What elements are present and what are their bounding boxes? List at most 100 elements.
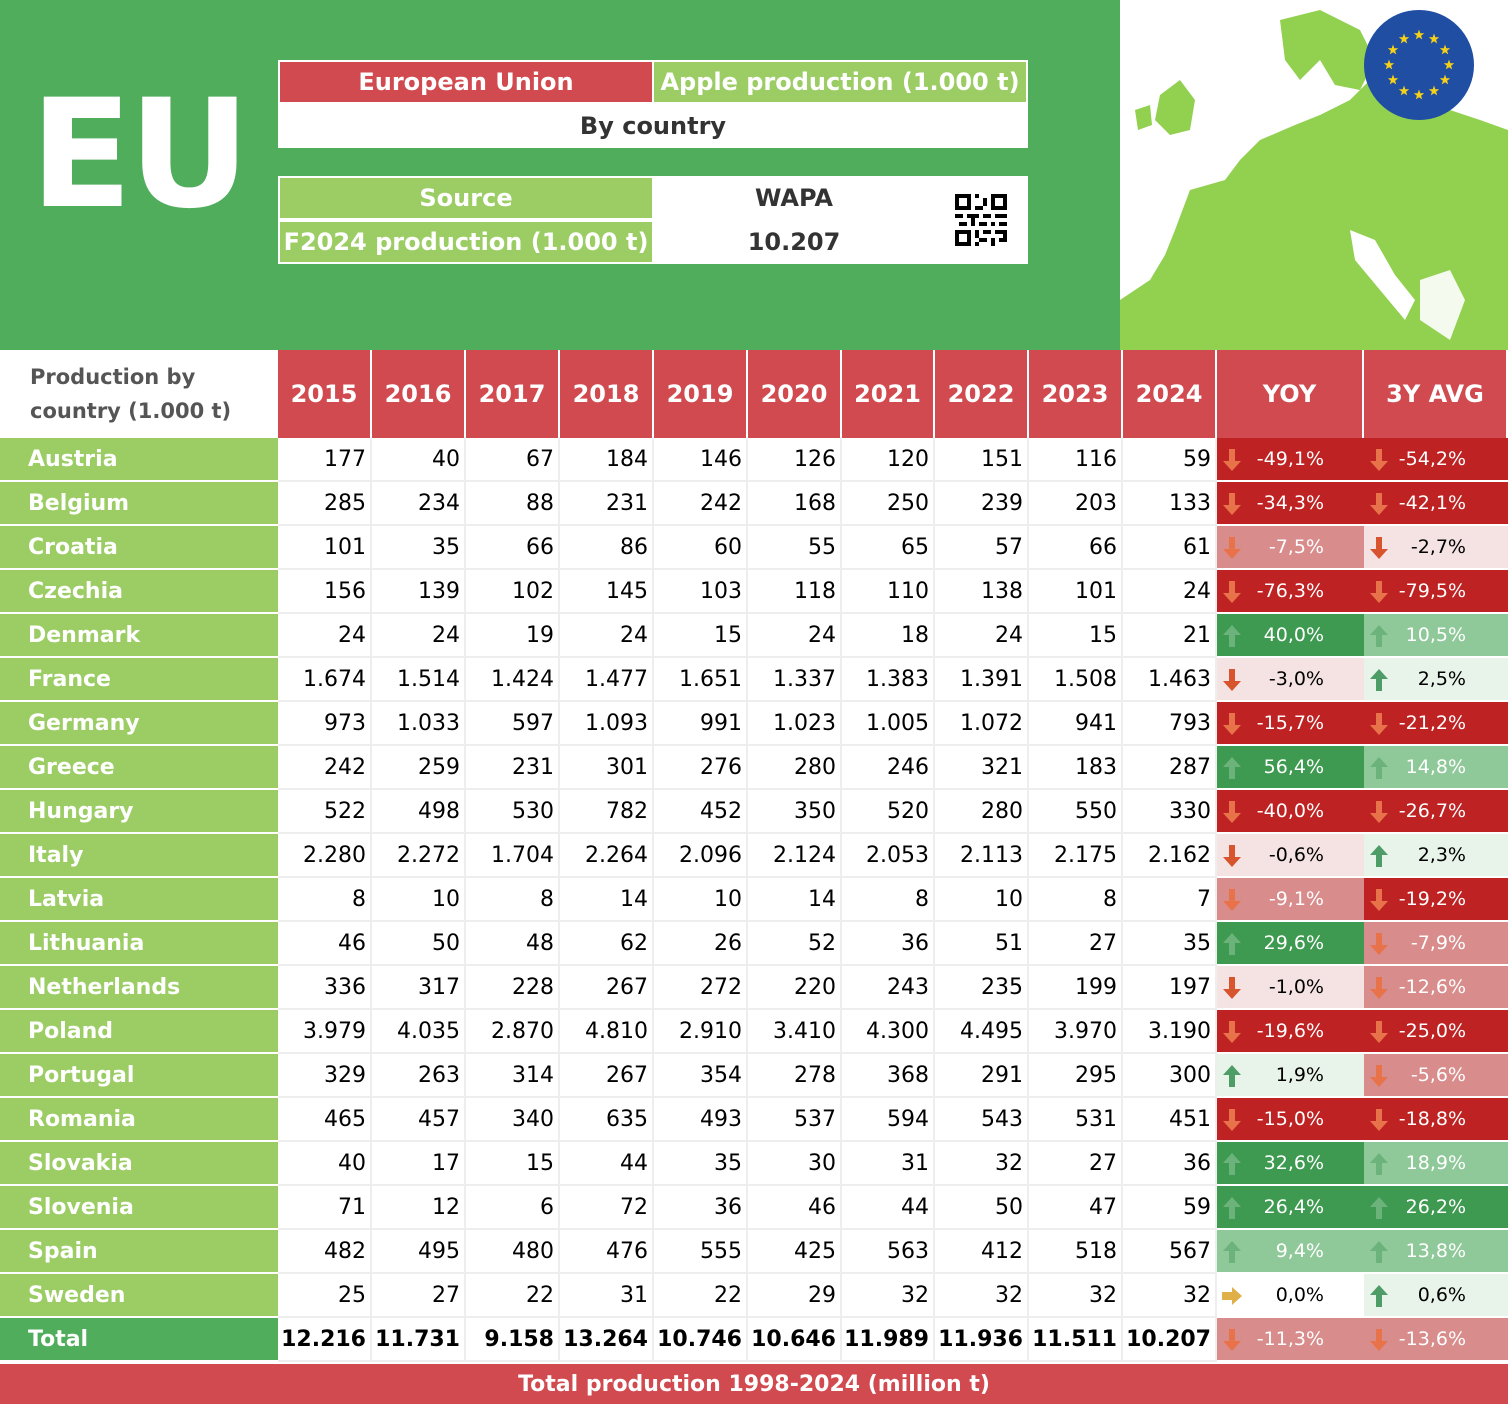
avg-cell: -54,2% [1364,438,1508,482]
table-cell: 314 [466,1054,560,1098]
table-cell: 29 [748,1274,842,1318]
avg-cell: 10,5% [1364,614,1508,658]
qr-code-icon [934,176,1028,264]
table-cell-text: 60 [714,534,742,560]
table-cell-text: 941 [1075,710,1117,736]
yoy-cell-text: 29,6% [1263,932,1324,954]
table-cell: 110 [842,570,935,614]
table-cell: 62 [560,922,654,966]
table-cell-text: 15 [714,622,742,648]
yoy-cell: 40,0% [1217,614,1364,658]
arrow-up-icon [1223,1197,1241,1219]
table-cell: 480 [466,1230,560,1274]
table-cell: 17 [372,1142,466,1186]
table-cell-text: 368 [887,1062,929,1088]
table-cell: 1.477 [560,658,654,702]
table-cell-text: 11.936 [938,1326,1023,1352]
table-cell: 32 [935,1274,1029,1318]
arrow-up-icon [1223,1065,1241,1087]
table-cell: 498 [372,790,466,834]
table-cell: 31 [842,1142,935,1186]
avg-cell-text: 0,6% [1417,1284,1466,1306]
avg-cell-text: -13,6% [1398,1328,1466,1350]
yoy-cell-text: 1,9% [1275,1064,1324,1086]
arrow-down-icon [1223,449,1241,471]
table-cell: 46 [748,1186,842,1230]
table-cell: 15 [1029,614,1123,658]
arrow-up-icon [1370,1197,1388,1219]
column-header-text: 2016 [384,380,452,408]
table-cell: 24 [372,614,466,658]
table-cell-text: 4.810 [585,1018,648,1044]
yoy-cell: -40,0% [1217,790,1364,834]
table-cell: 493 [654,1098,748,1142]
table-cell: 27 [1029,922,1123,966]
table-cell-text: 27 [1089,930,1117,956]
table-cell-text: 40 [338,1150,366,1176]
table-cell-text: 1.514 [397,666,460,692]
table-cell: 1.005 [842,702,935,746]
table-cell: 321 [935,746,1029,790]
arrow-up-icon [1223,1241,1241,1263]
table-cell-text: 2.870 [491,1018,554,1044]
table-cell-text: 30 [808,1150,836,1176]
table-cell: 11.936 [935,1318,1029,1362]
table-cell-text: 1.704 [491,842,554,868]
table-cell: 465 [278,1098,372,1142]
table-cell: 1.424 [466,658,560,702]
table-cell: 40 [372,438,466,482]
country-label-text: Belgium [28,490,130,516]
arrow-down-icon [1223,845,1241,867]
table-cell-text: 32 [1089,1282,1117,1308]
yoy-cell: -15,7% [1217,702,1364,746]
table-cell-text: 126 [794,446,836,472]
country-label-text: Greece [28,754,115,780]
avg-cell-text: -25,0% [1398,1020,1466,1042]
table-cell: 66 [466,526,560,570]
avg-cell-text: -7,9% [1410,932,1466,954]
arrow-down-icon [1370,581,1388,603]
table-cell: 1.651 [654,658,748,702]
avg-cell-text: -12,6% [1398,976,1466,998]
table-cell: 476 [560,1230,654,1274]
table-cell-text: 239 [981,490,1023,516]
table-cell-text: 146 [700,446,742,472]
table-cell-text: 110 [887,578,929,604]
table-cell-text: 2.272 [397,842,460,868]
table-cell-text: 231 [512,754,554,780]
table-cell: 146 [654,438,748,482]
flag-star-icon [1428,33,1440,44]
table-cell: 21 [1123,614,1217,658]
table-cell-text: 7 [1197,886,1211,912]
table-cell: 151 [935,438,1029,482]
yoy-cell: -11,3% [1217,1318,1364,1362]
table-cell-text: 300 [1169,1062,1211,1088]
table-cell-text: 168 [794,490,836,516]
table-cell-text: 3.190 [1148,1018,1211,1044]
table-cell-text: 22 [526,1282,554,1308]
table-cell-text: 24 [995,622,1023,648]
table-cell: 14 [748,878,842,922]
country-label-text: Austria [28,446,118,472]
country-label: Poland [0,1010,278,1054]
table-cell: 27 [372,1274,466,1318]
country-label: Czechia [0,570,278,614]
table-cell: 1.383 [842,658,935,702]
table-cell-text: 183 [1075,754,1117,780]
table-cell-text: 32 [995,1150,1023,1176]
country-label: Greece [0,746,278,790]
table-cell-text: 1.508 [1054,666,1117,692]
table-cell: 48 [466,922,560,966]
table-cell: 2.124 [748,834,842,878]
table-cell-text: 782 [606,798,648,824]
table-cell-text: 4.495 [960,1018,1023,1044]
table-cell-text: 21 [1183,622,1211,648]
table-cell: 46 [278,922,372,966]
table-cell: 44 [560,1142,654,1186]
table-cell: 8 [842,878,935,922]
table-cell: 520 [842,790,935,834]
avg-cell-text: -79,5% [1398,580,1466,602]
table-cell-text: 12 [432,1194,460,1220]
table-cell: 18 [842,614,935,658]
arrow-down-icon [1223,801,1241,823]
